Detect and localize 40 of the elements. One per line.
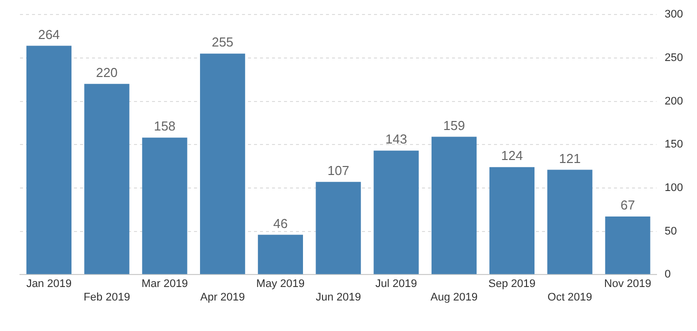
data-label: 143 bbox=[385, 132, 408, 147]
data-label: 264 bbox=[38, 26, 60, 42]
y-tick-label: 0 bbox=[664, 268, 671, 281]
x-tick-label: Jul 2019 bbox=[375, 278, 417, 290]
y-tick-label: 300 bbox=[664, 8, 684, 21]
x-tick-label: Sep 2019 bbox=[488, 278, 536, 290]
bar bbox=[200, 54, 246, 274]
bar bbox=[316, 182, 361, 274]
data-label: 255 bbox=[212, 34, 234, 50]
y-tick-label: 200 bbox=[664, 95, 684, 108]
bar bbox=[432, 136, 477, 274]
bar bbox=[26, 46, 72, 274]
x-tick-label: Nov 2019 bbox=[604, 278, 652, 290]
y-tick-label: 50 bbox=[664, 225, 677, 238]
data-label: 159 bbox=[443, 118, 465, 133]
x-tick-label: Jan 2019 bbox=[26, 278, 72, 290]
y-tick-label: 250 bbox=[664, 52, 684, 64]
x-tick-label: Jun 2019 bbox=[316, 291, 361, 304]
bar bbox=[547, 170, 592, 274]
data-label: 46 bbox=[273, 216, 288, 231]
bar bbox=[374, 150, 419, 274]
data-label: 124 bbox=[501, 148, 523, 164]
bar bbox=[489, 167, 534, 274]
data-label: 220 bbox=[96, 65, 118, 80]
bar bbox=[84, 84, 130, 274]
x-tick-label: May 2019 bbox=[256, 278, 305, 290]
x-tick-label: Apr 2019 bbox=[200, 291, 245, 304]
x-tick-label: Oct 2019 bbox=[548, 291, 592, 304]
y-tick-label: 150 bbox=[664, 138, 684, 151]
bar bbox=[605, 216, 650, 274]
data-label: 121 bbox=[558, 150, 581, 166]
x-tick-label: Mar 2019 bbox=[141, 278, 188, 290]
bar bbox=[258, 234, 303, 274]
data-label: 158 bbox=[154, 118, 176, 134]
x-tick-label: Feb 2019 bbox=[84, 291, 130, 304]
bar bbox=[142, 138, 188, 274]
x-tick-label: Aug 2019 bbox=[430, 291, 478, 304]
y-tick-label: 100 bbox=[664, 182, 684, 194]
data-label: 67 bbox=[620, 198, 635, 213]
data-label: 107 bbox=[327, 162, 350, 178]
